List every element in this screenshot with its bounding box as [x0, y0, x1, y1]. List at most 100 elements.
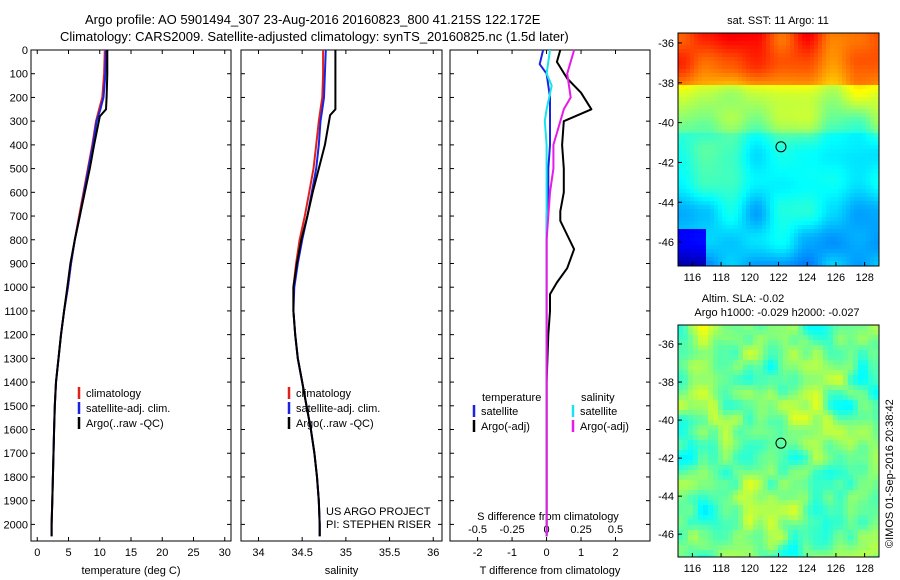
heatmap-cell: [686, 41, 691, 46]
heatmap-cell: [874, 85, 879, 90]
heatmap-cell: [806, 101, 811, 106]
heatmap-cell: [726, 85, 731, 90]
heatmap-cell: [682, 153, 687, 158]
heatmap-cell: [874, 237, 879, 242]
heatmap-cell: [682, 209, 687, 214]
heatmap-cell: [688, 485, 694, 491]
heatmap-cell: [806, 181, 811, 186]
heatmap-cell: [822, 169, 827, 174]
heatmap-cell: [870, 109, 875, 114]
heatmap-cell: [778, 185, 783, 190]
heatmap-cell: [806, 241, 811, 246]
heatmap-cell: [790, 261, 795, 266]
heatmap-cell: [762, 209, 767, 214]
heatmap-cell: [848, 505, 854, 511]
heatmap-cell: [788, 480, 794, 486]
heatmap-cell: [798, 375, 804, 381]
heatmap-cell: [718, 480, 724, 486]
heatmap-cell: [843, 415, 849, 421]
heatmap-cell: [750, 61, 755, 66]
heatmap-cell: [718, 325, 724, 331]
heatmap-cell: [758, 137, 763, 142]
heatmap-cell: [746, 149, 751, 154]
heatmap-cell: [778, 415, 784, 421]
heatmap-cell: [853, 380, 859, 386]
heatmap-cell: [774, 237, 779, 242]
heatmap-cell: [798, 455, 804, 461]
heatmap-cell: [718, 370, 724, 376]
heatmap-cell: [818, 33, 823, 38]
heatmap-cell: [710, 65, 715, 70]
heatmap-cell: [814, 105, 819, 110]
heatmap-cell: [826, 237, 831, 242]
heatmap-cell: [748, 515, 754, 521]
heatmap-cell: [754, 145, 759, 150]
heatmap-cell: [866, 145, 871, 150]
heatmap-cell: [758, 93, 763, 98]
heatmap-cell: [814, 229, 819, 234]
heatmap-cell: [763, 410, 769, 416]
heatmap-cell: [703, 455, 709, 461]
heatmap-cell: [833, 365, 839, 371]
heatmap-cell: [723, 335, 729, 341]
heatmap-cell: [806, 201, 811, 206]
heatmap-cell: [808, 470, 814, 476]
heatmap-cell: [838, 330, 844, 336]
heatmap-cell: [838, 435, 844, 441]
heatmap-cell: [682, 81, 687, 86]
heatmap-cell: [806, 129, 811, 134]
heatmap-cell: [803, 495, 809, 501]
heatmap-cell: [830, 189, 835, 194]
heatmap-cell: [766, 169, 771, 174]
heatmap-cell: [768, 470, 774, 476]
heatmap-cell: [822, 157, 827, 162]
heatmap-cell: [738, 475, 744, 481]
heatmap-cell: [678, 181, 683, 186]
heatmap-cell: [842, 45, 847, 50]
heatmap-cell: [730, 177, 735, 182]
heatmap-cell: [838, 475, 844, 481]
heatmap-cell: [738, 380, 744, 386]
heatmap-cell: [863, 450, 869, 456]
heatmap-cell: [802, 189, 807, 194]
heatmap-cell: [806, 125, 811, 130]
heatmap-cell: [722, 165, 727, 170]
heatmap-cell: [798, 400, 804, 406]
heatmap-cell: [818, 117, 823, 122]
heatmap-cell: [786, 253, 791, 258]
heatmap-cell: [858, 209, 863, 214]
heatmap-cell: [838, 505, 844, 511]
heatmap-cell: [873, 330, 879, 336]
heatmap-cell: [763, 415, 769, 421]
heatmap-cell: [773, 370, 779, 376]
heatmap-cell: [713, 485, 719, 491]
heatmap-cell: [762, 133, 767, 138]
heatmap-cell: [678, 530, 684, 536]
heatmap-cell: [818, 400, 824, 406]
heatmap-cell: [838, 129, 843, 134]
heatmap-cell: [846, 85, 851, 90]
heatmap-cell: [726, 229, 731, 234]
heatmap-cell: [790, 213, 795, 218]
heatmap-cell: [874, 197, 879, 202]
heatmap-cell: [858, 525, 864, 531]
heatmap-cell: [814, 89, 819, 94]
heatmap-cell: [874, 73, 879, 78]
heatmap-cell: [813, 525, 819, 531]
heatmap-cell: [722, 213, 727, 218]
heatmap-cell: [706, 189, 711, 194]
heatmap-cell: [778, 510, 784, 516]
heatmap-cell: [838, 420, 844, 426]
heatmap-cell: [690, 245, 695, 250]
heatmap-cell: [718, 89, 723, 94]
heatmap-cell: [682, 173, 687, 178]
heatmap-cell: [810, 65, 815, 70]
heatmap-cell: [763, 460, 769, 466]
heatmap-cell: [783, 330, 789, 336]
heatmap-cell: [828, 350, 834, 356]
heatmap-cell: [814, 261, 819, 266]
heatmap-cell: [838, 253, 843, 258]
heatmap-cell: [850, 241, 855, 246]
heatmap-cell: [798, 495, 804, 501]
heatmap-cell: [773, 350, 779, 356]
